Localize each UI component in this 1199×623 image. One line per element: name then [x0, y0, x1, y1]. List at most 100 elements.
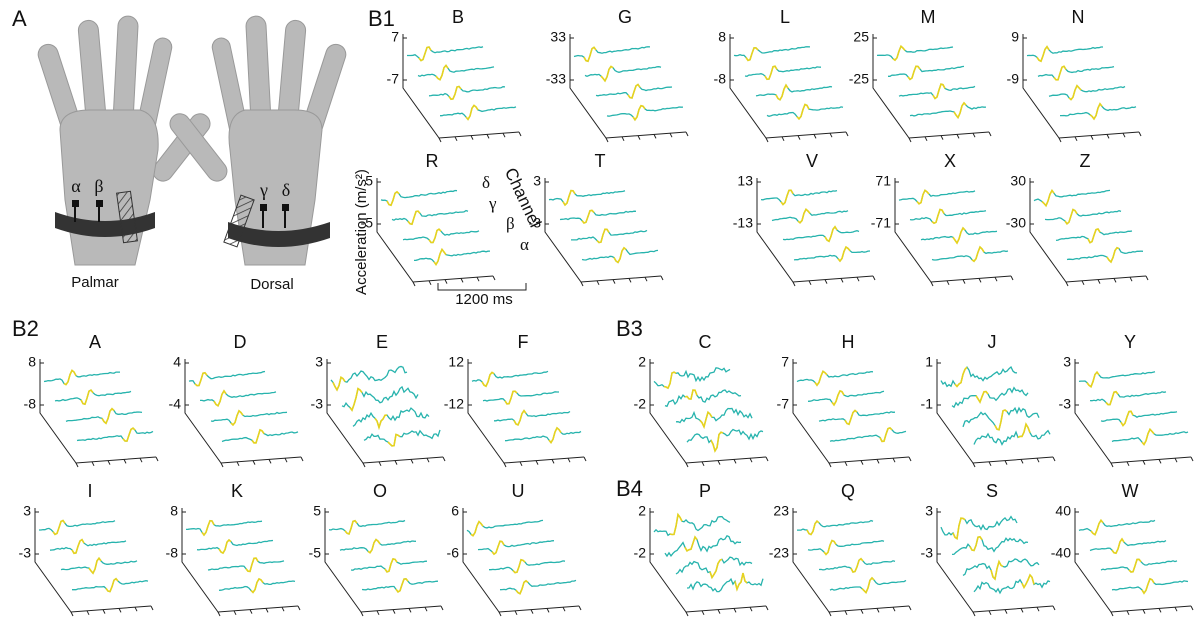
x-tick — [140, 458, 142, 462]
x-tick — [613, 280, 615, 284]
x-tick — [1011, 276, 1013, 280]
x-tick — [151, 606, 153, 610]
y-tick-label: 33 — [550, 29, 566, 45]
trace — [483, 391, 559, 404]
x-tick — [425, 607, 427, 611]
trace — [910, 210, 986, 224]
trace-peak — [1091, 520, 1103, 534]
x-tick — [499, 612, 501, 616]
trace — [1067, 248, 1143, 262]
x-tick — [584, 457, 586, 461]
trace-peak — [807, 521, 819, 534]
x-tick — [718, 461, 720, 465]
x-tick — [71, 612, 73, 616]
trace — [211, 411, 287, 425]
y-tick-label: 9 — [1011, 29, 1019, 45]
plot-title: N — [1072, 7, 1085, 27]
x-tick — [718, 610, 720, 614]
x-tick — [861, 610, 863, 614]
trace-peak — [516, 581, 528, 594]
x-tick — [1123, 133, 1125, 137]
trace — [910, 103, 986, 118]
x-tick — [1143, 610, 1145, 614]
trace-peak — [434, 249, 446, 264]
x-tick — [234, 611, 236, 615]
trace-peak — [387, 192, 399, 206]
trace — [478, 541, 554, 554]
y-tick-label: 25 — [853, 29, 869, 45]
x-tick — [670, 133, 672, 137]
x-tick — [963, 280, 965, 284]
trace — [756, 85, 832, 100]
trace-peak — [505, 391, 517, 404]
trace-peak — [908, 66, 920, 79]
x-tick — [1005, 461, 1007, 465]
y-tick-label: -3 — [529, 215, 542, 231]
x-tick — [461, 278, 463, 282]
x-tick — [298, 606, 300, 610]
y-tick-label: -5 — [361, 215, 374, 231]
y-tick-label: -2 — [634, 396, 647, 412]
x-tick — [1037, 458, 1039, 462]
trace-peak — [710, 559, 722, 577]
y-tick-label: -6 — [447, 545, 460, 561]
x-tick — [1082, 281, 1084, 285]
x-tick — [301, 457, 303, 461]
panel-label: B3 — [616, 316, 643, 341]
x-tick — [702, 462, 704, 466]
x-tick — [857, 277, 859, 281]
trace-peak — [815, 371, 827, 385]
trace-peak — [89, 558, 101, 573]
trace — [794, 247, 870, 261]
x-tick — [76, 463, 78, 467]
trace — [560, 210, 636, 223]
trace-peak — [845, 411, 857, 425]
y-tick-label: -3 — [311, 396, 324, 412]
trace-peak — [628, 85, 640, 99]
x-tick — [443, 457, 445, 461]
trace-peak — [214, 391, 226, 406]
x-tick — [441, 606, 443, 610]
trace-peak — [972, 247, 984, 261]
x-tick — [1037, 607, 1039, 611]
trace-peak — [995, 410, 1007, 430]
trace-peak — [492, 541, 504, 554]
trace-peak — [797, 105, 809, 119]
trace-peak — [482, 372, 494, 386]
trace — [1090, 539, 1166, 553]
x-tick — [1143, 461, 1145, 465]
trace — [1112, 429, 1188, 444]
trace-peak — [333, 377, 345, 390]
trace — [899, 190, 975, 204]
trace — [353, 408, 429, 427]
y-tick-label: -12 — [444, 396, 464, 412]
y-tick-label: 40 — [1055, 503, 1071, 519]
x-tick — [909, 606, 911, 610]
x-tick — [989, 462, 991, 466]
x-tick — [536, 461, 538, 465]
y-tick-label: 3 — [315, 354, 323, 370]
x-tick — [413, 282, 415, 286]
trace — [767, 105, 843, 119]
x-tick — [579, 606, 581, 610]
trace — [414, 249, 490, 264]
channel-name: α — [520, 235, 529, 254]
plot-title: O — [373, 481, 387, 501]
trace-peak — [838, 247, 850, 261]
trace-peak — [597, 229, 609, 242]
plot-title: Q — [841, 481, 855, 501]
x-tick — [973, 133, 975, 137]
y-tick-label: -40 — [1051, 545, 1071, 561]
sensor — [282, 204, 289, 211]
x-tick — [829, 463, 831, 467]
trace-peak — [106, 579, 118, 592]
trace-peak — [396, 579, 408, 592]
plot-title: I — [87, 481, 92, 501]
y-tick-label: -33 — [546, 71, 566, 87]
figure: A α β Palmar γ δ Dorsal Acceleration (m/… — [0, 0, 1199, 623]
y-tick-label: -8 — [24, 396, 37, 412]
trace — [1060, 104, 1136, 119]
trace — [687, 573, 763, 592]
x-tick — [439, 138, 441, 142]
trace — [1079, 520, 1155, 534]
